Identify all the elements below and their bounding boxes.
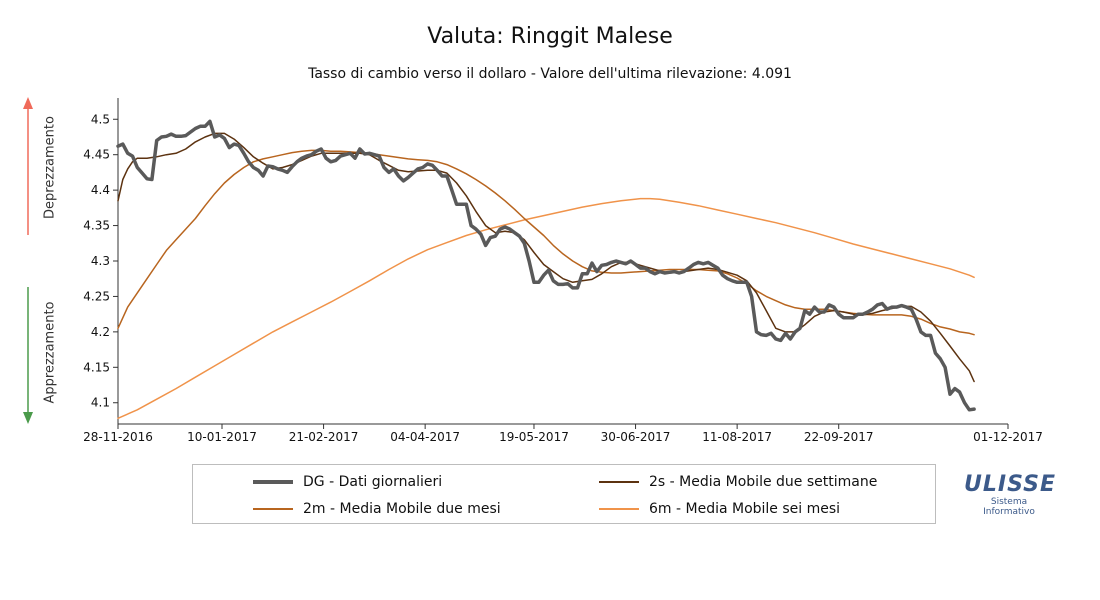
series-layer [116, 119, 976, 420]
x-tick-label: 10-01-2017 [187, 430, 257, 444]
legend-swatch-dg [253, 480, 293, 484]
legend-swatch-2s [599, 481, 639, 483]
x-tick-label: 28-11-2016 [83, 430, 153, 444]
chart-subtitle: Tasso di cambio verso il dollaro - Valor… [308, 66, 792, 82]
x-tick-label: 11-08-2017 [702, 430, 772, 444]
x-tick-label: 21-02-2017 [289, 430, 359, 444]
appreciation-label: Apprezzamento [42, 301, 58, 404]
x-tick-label: 04-04-2017 [390, 430, 460, 444]
legend-swatch-2m [253, 508, 293, 510]
y-tick-label: 4.1 [91, 396, 110, 410]
y-tick-label: 4.25 [83, 289, 110, 303]
y-tick-label: 4.4 [91, 183, 110, 197]
legend-item-6m: 6m - Media Mobile sei mesi [599, 501, 840, 517]
legend-label-2s: 2s - Media Mobile due settimane [649, 474, 878, 490]
legend-item-2m: 2m - Media Mobile due mesi [253, 501, 501, 517]
logo-line1: Sistema [990, 497, 1028, 507]
series-line-dg [116, 119, 976, 412]
logo-line2: Informativo [983, 507, 1035, 517]
series-line-2s [117, 132, 975, 383]
y-tick-label: 4.2 [91, 325, 110, 339]
y-tick-label: 4.15 [83, 360, 110, 374]
chart-canvas: 4.1 4.15 4.2 4.25 4.3 4.35 4.4 4.45 4.5 28-11-201… [23, 97, 1043, 444]
depreciation-label: Deprezzamento [42, 116, 58, 219]
chart-title: Valuta: Ringgit Malese [427, 24, 673, 49]
y-tick-label: 4.5 [91, 112, 110, 126]
logo-wordmark: ULISSE [964, 472, 1057, 497]
ulisse-logo: ULISSE Sistema Informativo [964, 472, 1057, 517]
x-tick-label: 30-06-2017 [601, 430, 671, 444]
y-tick-label: 4.45 [83, 148, 110, 162]
depreciation-arrow [23, 97, 33, 235]
x-tick-label: 01-12-2017 [973, 430, 1043, 444]
x-tick-label: 19-05-2017 [499, 430, 569, 444]
legend-swatch-6m [599, 508, 639, 510]
legend-label-2m: 2m - Media Mobile due mesi [303, 501, 501, 517]
x-tick-label: 22-09-2017 [804, 430, 874, 444]
legend: DG - Dati giornalieri 2s - Media Mobile … [192, 464, 936, 524]
appreciation-arrow [23, 287, 33, 424]
legend-label-dg: DG - Dati giornalieri [303, 474, 443, 490]
legend-item-dg: DG - Dati giornalieri [253, 474, 442, 490]
y-tick-label: 4.35 [83, 219, 110, 233]
axes: 4.1 4.15 4.2 4.25 4.3 4.35 4.4 4.45 4.5 28-11-201… [83, 98, 1043, 444]
y-tick-label: 4.3 [91, 254, 110, 268]
legend-label-6m: 6m - Media Mobile sei mesi [649, 501, 841, 517]
legend-item-2s: 2s - Media Mobile due settimane [599, 474, 877, 490]
series-line-6m [117, 197, 975, 420]
